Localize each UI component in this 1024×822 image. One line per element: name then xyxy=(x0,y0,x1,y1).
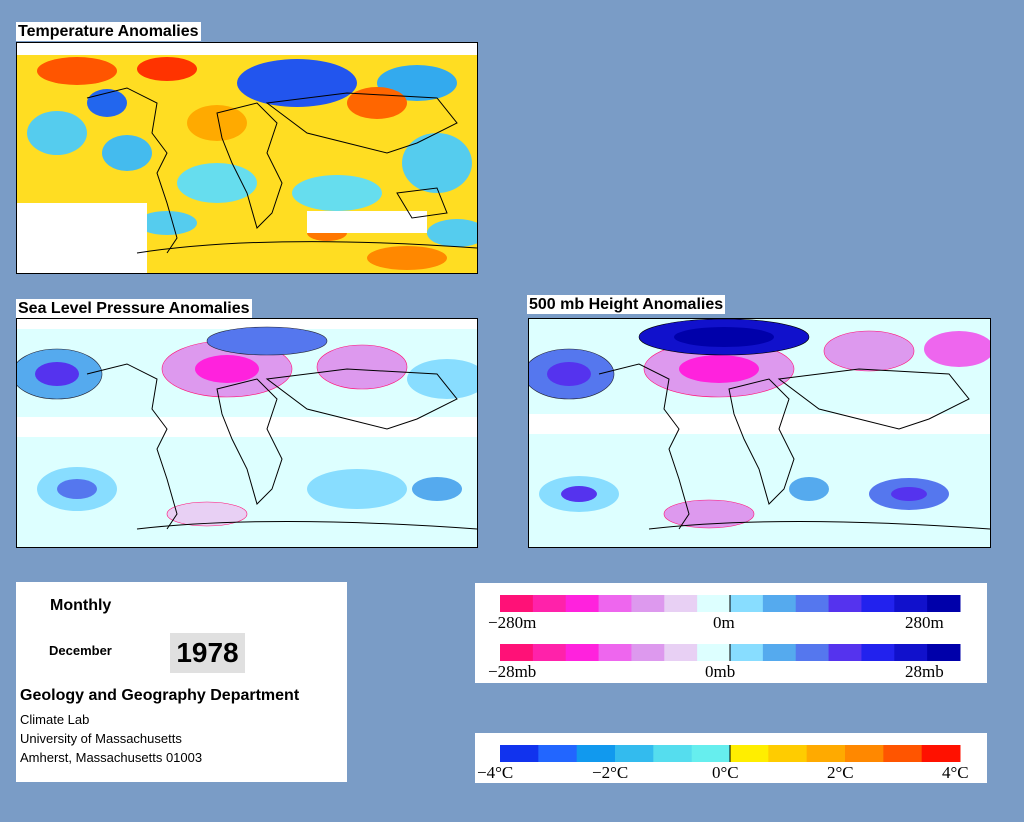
pressure-min-label: −28mb xyxy=(488,662,536,681)
lab-label: Climate Lab xyxy=(20,712,90,727)
pressure-mid-label: 0mb xyxy=(705,662,735,681)
slp-map-svg xyxy=(17,319,477,547)
temperature-legend-svg: −4°C −2°C 0°C 2°C 4°C xyxy=(477,745,969,782)
department-label: Geology and Geography Department xyxy=(20,687,300,704)
temperature-panel-title: Temperature Anomalies xyxy=(16,22,201,41)
temperature-legend: −4°C −2°C 0°C 2°C 4°C xyxy=(475,733,987,783)
temperature-tick-3: 2°C xyxy=(827,763,854,782)
pressure-colorbar-swatch xyxy=(532,644,567,661)
temperature-colorbar-swatch xyxy=(653,745,693,762)
month-label: December xyxy=(49,643,112,658)
height-colorbar-swatch xyxy=(730,595,764,612)
height-colorbar-swatch xyxy=(500,595,534,612)
university-label: University of Massachusetts xyxy=(20,731,182,746)
pressure-colorbar-swatch xyxy=(697,644,731,661)
temperature-colorbar-swatch xyxy=(768,745,808,762)
height500-map-svg xyxy=(529,319,990,547)
pressure-colorbar-swatch xyxy=(927,644,961,661)
temperature-colorbar-swatch xyxy=(500,745,539,762)
temperature-colorbar-swatch xyxy=(883,745,923,762)
height-colorbar-swatch xyxy=(894,595,928,612)
pressure-colorbar-swatch xyxy=(565,644,600,661)
height500-panel-title: 500 mb Height Anomalies xyxy=(527,295,726,314)
slp-panel-title: Sea Level Pressure Anomalies xyxy=(16,299,252,318)
anomaly-legend-svg: −280m 0m 280m −28mb 0mb 28mb xyxy=(488,595,961,681)
year-label: 1978 xyxy=(170,633,245,673)
height-colorbar-swatch xyxy=(861,595,895,612)
height-colorbar-swatch xyxy=(532,595,567,612)
temperature-tick-0: −4°C xyxy=(477,763,513,782)
temperature-tick-4: 4°C xyxy=(942,763,969,782)
height-colorbar-swatch xyxy=(828,595,862,612)
temperature-colorbar-swatch xyxy=(615,745,654,762)
pressure-max-label: 28mb xyxy=(905,662,944,681)
temperature-anomaly-map xyxy=(16,42,478,274)
pressure-colorbar xyxy=(500,644,961,661)
pressure-colorbar-swatch xyxy=(762,644,797,661)
temperature-tick-1: −2°C xyxy=(592,763,628,782)
temperature-tick-2: 0°C xyxy=(712,763,739,782)
info-box: Monthly December 1978 Geology and Geogra… xyxy=(16,582,347,782)
height-colorbar-swatch xyxy=(664,595,698,612)
address-label: Amherst, Massachusetts 01003 xyxy=(20,750,203,765)
temperature-colorbar-swatch xyxy=(538,745,578,762)
temperature-colorbar-swatch xyxy=(806,745,846,762)
temperature-colorbar-swatch xyxy=(576,745,616,762)
anomaly-legend: −280m 0m 280m −28mb 0mb 28mb xyxy=(475,583,987,683)
pressure-colorbar-swatch xyxy=(500,644,534,661)
temperature-colorbar xyxy=(500,745,961,762)
pressure-colorbar-swatch xyxy=(631,644,665,661)
height-mid-label: 0m xyxy=(713,613,735,632)
pressure-colorbar-swatch xyxy=(828,644,862,661)
pressure-colorbar-swatch xyxy=(664,644,698,661)
temperature-colorbar-swatch xyxy=(845,745,884,762)
pressure-colorbar-swatch xyxy=(861,644,895,661)
height-colorbar-swatch xyxy=(565,595,600,612)
height-colorbar-swatch xyxy=(598,595,632,612)
height-500mb-anomaly-map xyxy=(528,318,991,548)
period-label: Monthly xyxy=(50,597,112,614)
pressure-colorbar-swatch xyxy=(598,644,632,661)
pressure-colorbar-swatch xyxy=(730,644,764,661)
sea-level-pressure-anomaly-map xyxy=(16,318,478,548)
height-colorbar-swatch xyxy=(762,595,797,612)
temperature-colorbar-swatch xyxy=(921,745,961,762)
height-colorbar-swatch xyxy=(631,595,665,612)
temperature-map-svg xyxy=(17,43,477,273)
pressure-colorbar-swatch xyxy=(795,644,830,661)
height-colorbar-swatch xyxy=(795,595,830,612)
temperature-colorbar-swatch xyxy=(691,745,731,762)
temperature-colorbar-swatch xyxy=(730,745,769,762)
height-colorbar-swatch xyxy=(697,595,731,612)
pressure-colorbar-swatch xyxy=(894,644,928,661)
height-colorbar xyxy=(500,595,961,612)
height-min-label: −280m xyxy=(488,613,536,632)
height-max-label: 280m xyxy=(905,613,944,632)
height-colorbar-swatch xyxy=(927,595,961,612)
